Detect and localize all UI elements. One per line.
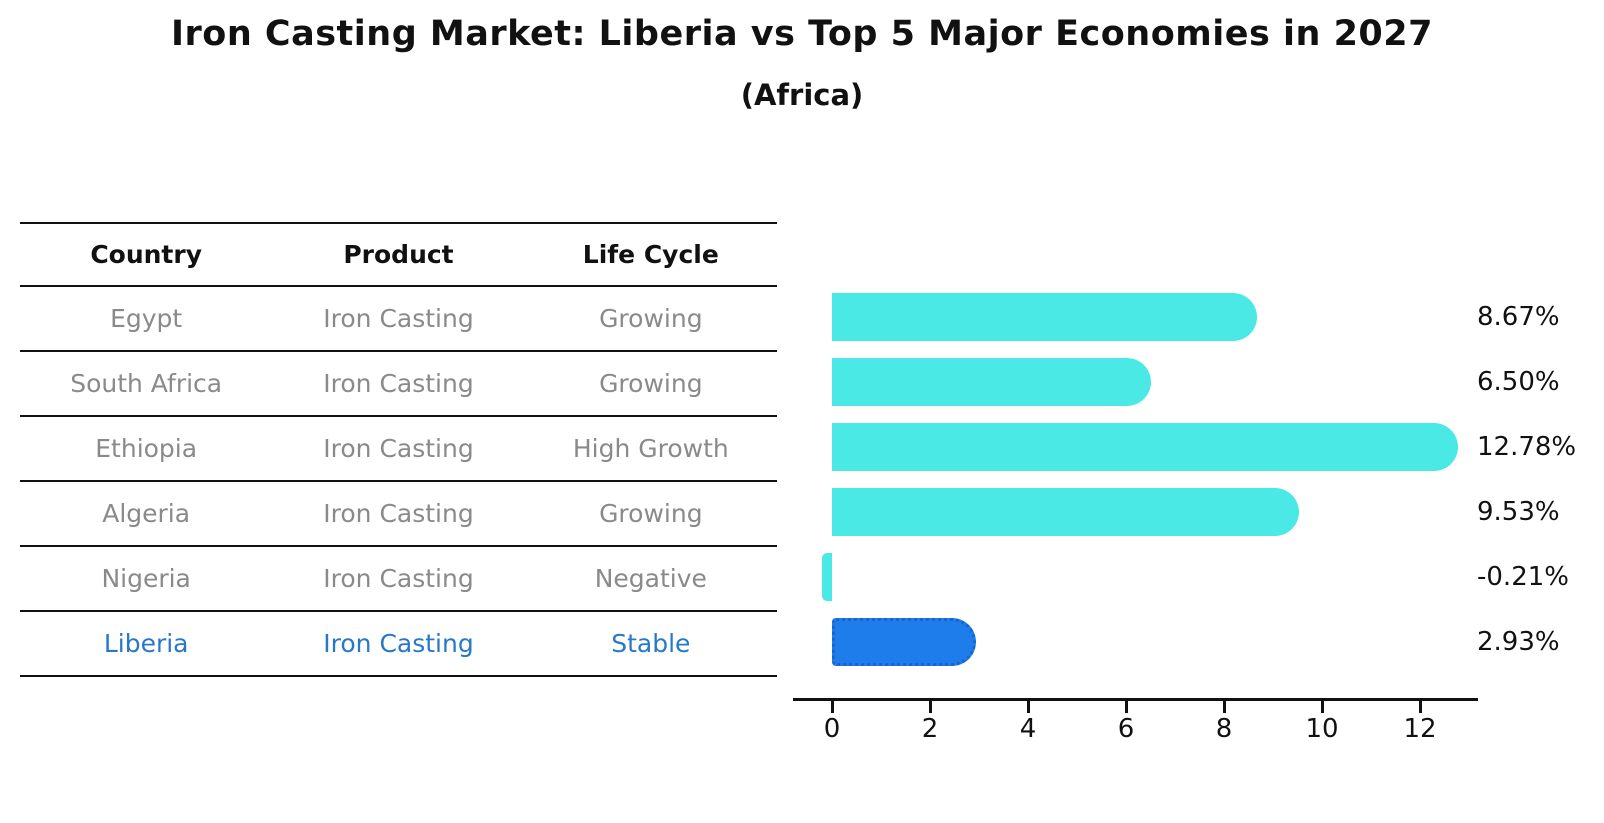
table-cell-product: Iron Casting (323, 629, 474, 658)
table-header-product: Product (343, 240, 454, 269)
table-cell-product: Iron Casting (323, 434, 474, 463)
table-header-life-cycle: Life Cycle (582, 240, 719, 269)
x-axis-tick (1125, 701, 1128, 713)
x-axis-tick-label: 10 (1305, 714, 1339, 744)
table-cell-life-cycle: Growing (599, 369, 703, 398)
value-label: 8.67% (1477, 301, 1560, 332)
table-cell-life-cycle: High Growth (572, 434, 729, 463)
x-axis-tick (1419, 701, 1422, 713)
table-cell-product: Iron Casting (323, 304, 474, 333)
bar-south-africa (832, 357, 1151, 406)
table-cell-life-cycle: Growing (599, 304, 703, 333)
bar-nigeria (822, 552, 832, 601)
table-cell-country: Liberia (103, 629, 189, 658)
x-axis-tick-label: 6 (1117, 714, 1135, 744)
table-row: Nigeria Iron Casting Negative (20, 547, 777, 612)
x-axis-tick-label: 2 (921, 714, 939, 744)
table-header-country: Country (90, 240, 203, 269)
x-axis-tick-label: 4 (1019, 714, 1037, 744)
table-header-row: Country Product Life Cycle (20, 224, 777, 287)
value-label: 9.53% (1477, 496, 1560, 527)
x-axis-tick-label: 12 (1403, 714, 1437, 744)
x-axis-line (793, 698, 1478, 701)
bar-egypt (832, 292, 1257, 341)
chart-title: Iron Casting Market: Liberia vs Top 5 Ma… (170, 14, 1433, 54)
value-label: 6.50% (1477, 366, 1560, 397)
table-cell-life-cycle: Growing (599, 499, 703, 528)
table-cell-country: South Africa (70, 369, 223, 398)
value-label: 12.78% (1477, 431, 1577, 462)
table-cell-country: Ethiopia (95, 434, 198, 463)
table-cell-life-cycle: Stable (611, 629, 691, 658)
x-axis-tick-label: 0 (823, 714, 841, 744)
x-axis-tick (1027, 701, 1030, 713)
value-label: -0.21% (1477, 561, 1569, 592)
bar-liberia (832, 617, 976, 666)
country-table: Country Product Life Cycle Egypt Iron Cas… (20, 222, 777, 677)
table-cell-life-cycle: Negative (594, 564, 707, 593)
x-axis-tick (831, 701, 834, 713)
x-axis-tick-label: 8 (1215, 714, 1233, 744)
table-cell-country: Algeria (102, 499, 191, 528)
x-axis-tick (1321, 701, 1324, 713)
table-row: South Africa Iron Casting Growing (20, 352, 777, 417)
chart-subtitle: (Africa) (740, 78, 864, 112)
x-axis-tick (1223, 701, 1226, 713)
table-row: Ethiopia Iron Casting High Growth (20, 417, 777, 482)
table-cell-country: Egypt (110, 304, 183, 333)
bar-algeria (832, 487, 1299, 536)
table-row: Liberia Iron Casting Stable (20, 612, 777, 677)
table-row: Egypt Iron Casting Growing (20, 287, 777, 352)
table-row: Algeria Iron Casting Growing (20, 482, 777, 547)
x-axis-tick (929, 701, 932, 713)
table-cell-product: Iron Casting (323, 564, 474, 593)
table-cell-country: Nigeria (101, 564, 191, 593)
bar-ethiopia (832, 422, 1458, 471)
value-label: 2.93% (1477, 626, 1560, 657)
table-cell-product: Iron Casting (323, 499, 474, 528)
table-body: Egypt Iron Casting Growing South Africa Iron… (20, 287, 777, 677)
table-cell-product: Iron Casting (323, 369, 474, 398)
